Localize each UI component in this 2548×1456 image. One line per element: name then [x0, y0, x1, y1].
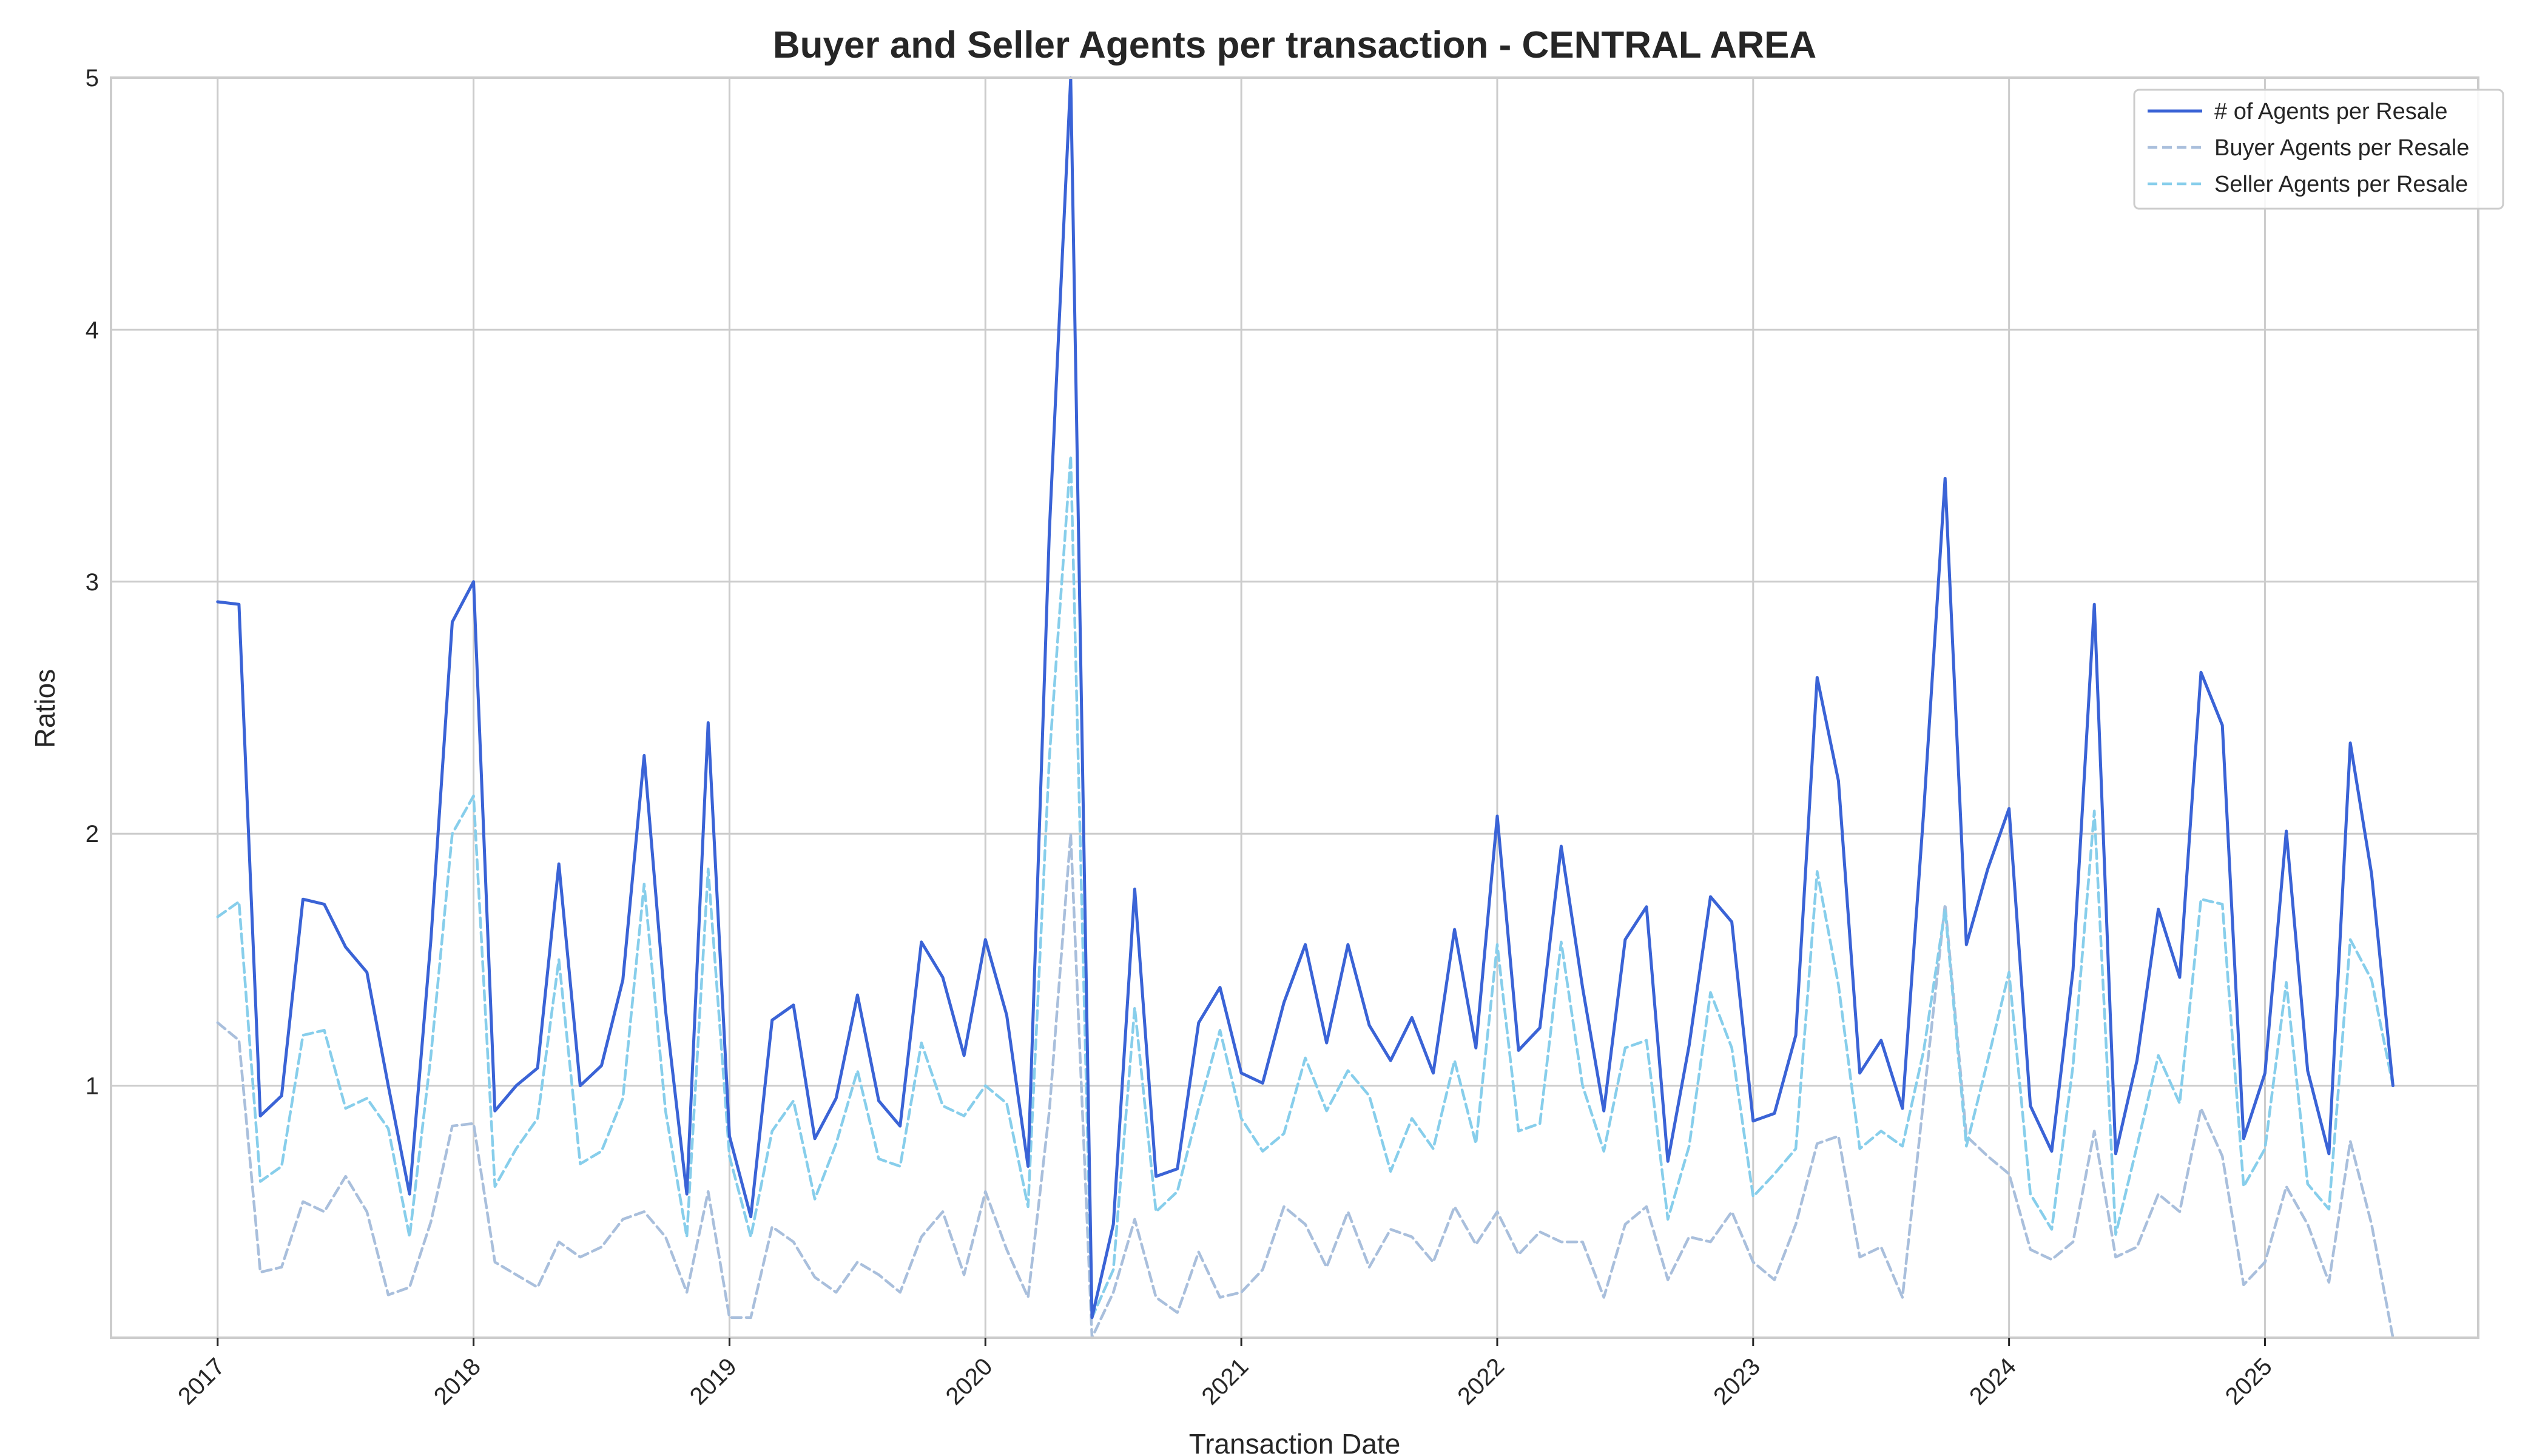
- x-axis-label: Transaction Date: [1189, 1428, 1401, 1456]
- x-tick-label: 2022: [1452, 1353, 1509, 1410]
- series-lines: [216, 76, 2395, 1340]
- x-tick-label: 2019: [685, 1353, 742, 1410]
- legend-box: [2133, 89, 2504, 210]
- series-line-2: [216, 454, 2395, 1320]
- chart-title: Buyer and Seller Agents per transaction …: [773, 24, 1816, 66]
- y-tick-label: 3: [86, 569, 99, 596]
- series-line-1: [216, 832, 2395, 1340]
- legend: # of Agents per Resale Buyer Agents per R…: [2133, 89, 2504, 210]
- x-tick-label: 2020: [941, 1353, 998, 1410]
- y-axis-label: Ratios: [29, 669, 61, 748]
- y-tick-label: 5: [86, 65, 99, 92]
- series-line-0: [216, 76, 2395, 1320]
- x-tick-label: 2023: [1708, 1353, 1765, 1410]
- grid: [111, 76, 2478, 1338]
- y-tick-label: 4: [86, 317, 99, 343]
- x-tick-label: 2024: [1964, 1353, 2021, 1410]
- plot-frame: [110, 76, 2479, 1339]
- y-tick-label: 1: [86, 1073, 99, 1100]
- y-tick-label: 2: [86, 821, 99, 848]
- x-tick-label: 2025: [2220, 1353, 2277, 1410]
- x-tick-label: 2021: [1196, 1353, 1253, 1410]
- legend-label: Seller Agents per Resale: [2214, 172, 2468, 197]
- legend-label: Buyer Agents per Resale: [2214, 135, 2469, 161]
- y-axis-ticks: 1 2 3 4 5: [86, 65, 99, 1100]
- x-tick-label: 2018: [429, 1353, 486, 1410]
- x-tick-label: 2017: [173, 1353, 230, 1410]
- legend-label: # of Agents per Resale: [2214, 99, 2447, 124]
- x-axis-ticks: 2017 2018 2019 2020 2021 2022 2023 2024 2025: [173, 1338, 2277, 1410]
